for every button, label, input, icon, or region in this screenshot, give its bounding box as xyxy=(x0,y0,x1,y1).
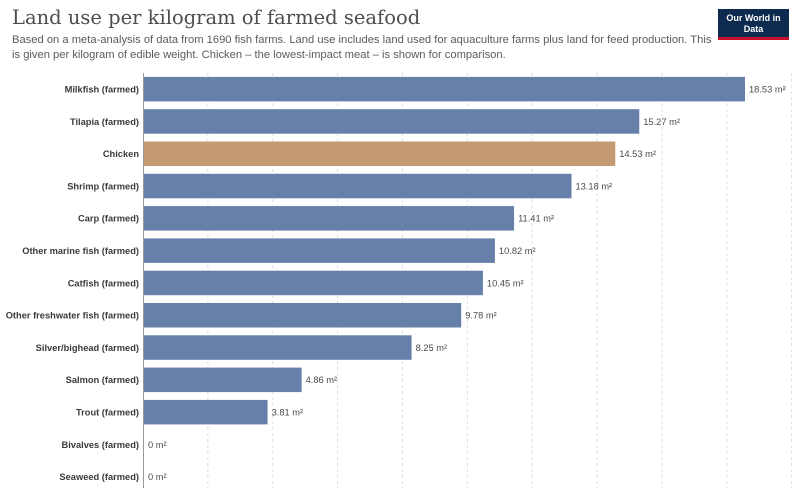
bar[interactable] xyxy=(144,206,515,231)
category-label: Other freshwater fish (farmed) xyxy=(6,311,139,321)
value-label: 14.53 m² xyxy=(619,149,656,159)
value-label: 18.53 m² xyxy=(749,84,786,94)
bar[interactable] xyxy=(144,399,268,425)
category-label: Shrimp (farmed) xyxy=(67,181,139,191)
bar[interactable] xyxy=(144,109,640,134)
bar[interactable] xyxy=(144,303,462,328)
value-label: 10.82 m² xyxy=(499,246,536,256)
category-label: Tilapia (farmed) xyxy=(70,117,139,127)
category-label: Seaweed (farmed) xyxy=(59,472,139,482)
owid-logo[interactable]: Our World in Data xyxy=(718,9,789,40)
bar[interactable] xyxy=(144,270,483,296)
value-label: 10.45 m² xyxy=(487,278,524,288)
chart-subtitle: Based on a meta-analysis of data from 16… xyxy=(12,34,712,61)
category-label: Trout (farmed) xyxy=(76,407,139,417)
category-label: Milkfish (farmed) xyxy=(65,84,139,94)
chart-title: Land use per kilogram of farmed seafood xyxy=(12,6,421,29)
value-label: 0 m² xyxy=(148,472,167,482)
value-label: 11.41 m² xyxy=(518,214,554,224)
bar[interactable] xyxy=(144,173,572,199)
value-label: 13.18 m² xyxy=(575,181,612,191)
value-label: 15.27 m² xyxy=(643,117,680,127)
bar[interactable] xyxy=(144,141,616,167)
category-label: Catfish (farmed) xyxy=(68,278,139,288)
category-label: Silver/bighead (farmed) xyxy=(36,343,139,353)
category-label: Bivalves (farmed) xyxy=(61,440,139,450)
category-label: Carp (farmed) xyxy=(78,214,139,224)
category-label: Salmon (farmed) xyxy=(66,375,139,385)
value-label: 0 m² xyxy=(148,440,167,450)
category-label: Other marine fish (farmed) xyxy=(22,246,139,256)
value-label: 3.81 m² xyxy=(272,407,304,417)
labels-layer: Milkfish (farmed) 18.53 m² Tilapia (farmed… xyxy=(6,84,786,482)
value-label: 8.25 m² xyxy=(416,343,448,353)
bars-layer xyxy=(144,76,745,425)
value-label: 9.78 m² xyxy=(465,311,497,321)
bar[interactable] xyxy=(144,335,412,360)
logo-text: Our World in Data xyxy=(726,13,781,34)
category-label: Chicken xyxy=(103,149,139,159)
value-label: 4.86 m² xyxy=(306,375,338,385)
bar[interactable] xyxy=(144,367,302,393)
bar[interactable] xyxy=(144,238,495,263)
bar[interactable] xyxy=(144,76,745,102)
grid-layer xyxy=(143,73,793,488)
